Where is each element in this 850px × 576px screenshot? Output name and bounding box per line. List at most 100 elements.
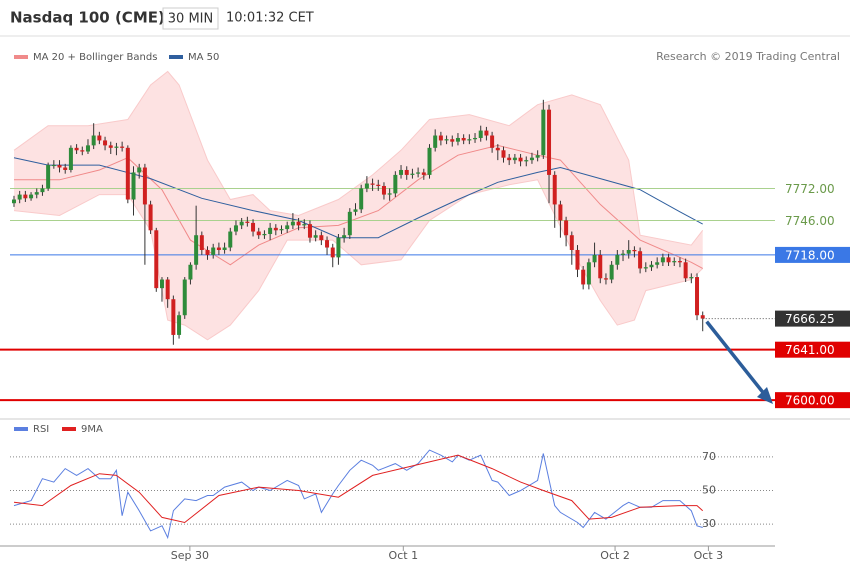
candle-body [518, 157, 523, 162]
legend-swatch [62, 427, 76, 431]
candle-body [85, 145, 90, 152]
candle-body [325, 240, 330, 248]
candle-body [319, 235, 324, 241]
candle-body [347, 211, 352, 236]
candle-body [40, 188, 45, 193]
candle-body [450, 139, 455, 142]
ma-line [13, 157, 703, 239]
legend-label: MA 50 [188, 52, 219, 63]
level-label: 7600.00 [785, 394, 835, 408]
candle-body [34, 192, 39, 195]
candle-body [165, 279, 170, 300]
legend-swatch [14, 427, 28, 431]
x-tick-label: Sep 30 [171, 549, 209, 562]
candle-body [154, 230, 159, 289]
legend-label: 9MA [81, 424, 103, 435]
candle-body [262, 233, 267, 236]
level-label: 7746.00 [785, 214, 835, 228]
candle-body [683, 262, 688, 279]
arrow-head [757, 387, 773, 404]
x-tick-label: Oct 2 [600, 549, 630, 562]
candle-body [177, 315, 182, 335]
candle-body [285, 225, 290, 230]
candle-body [125, 147, 130, 200]
candle-body [222, 247, 227, 250]
rsi-line [13, 454, 704, 524]
candle-body [461, 137, 466, 141]
candle-body [638, 251, 643, 269]
candle-body [131, 172, 136, 200]
candle-body [438, 135, 443, 141]
candle-body [307, 224, 312, 238]
candle-body [148, 204, 153, 231]
candle-body [57, 165, 62, 168]
candle-body [455, 137, 460, 142]
candle-body [416, 172, 421, 174]
level-label-box [775, 246, 850, 263]
candle-body [643, 267, 648, 269]
candle-body [256, 231, 261, 236]
candle-body [666, 257, 671, 263]
candle-body [108, 145, 113, 148]
candle-body [74, 147, 79, 151]
last-price-label: 7666.25 [785, 312, 835, 326]
candle-body [228, 231, 233, 248]
candle-body [695, 277, 700, 316]
candle-body [137, 167, 142, 173]
candle-body [80, 150, 85, 152]
rsi-line [13, 449, 703, 540]
candle-body [700, 315, 705, 319]
x-tick-label: Oct 1 [389, 549, 419, 562]
candle-body [370, 183, 375, 185]
candle-body [142, 167, 147, 205]
candle-body [490, 135, 495, 148]
interval-box[interactable] [162, 7, 219, 30]
candle-body [46, 165, 51, 189]
candle-body [188, 264, 193, 280]
instrument-title: Nasdaq 100 (CME) [10, 9, 165, 27]
candle-body [387, 193, 392, 195]
level-label: 7772.00 [785, 182, 835, 196]
candle-body [205, 249, 210, 255]
candle-body [11, 199, 16, 204]
candle-body [273, 227, 278, 231]
candle-body [626, 249, 631, 254]
candle-body [552, 174, 557, 205]
candle-body [535, 155, 540, 158]
candle-body [677, 261, 682, 263]
candle-body [586, 262, 591, 285]
candle-body [302, 224, 307, 226]
candle-body [159, 279, 164, 289]
candle-body [501, 150, 506, 158]
interval[interactable]: 30 MIN [168, 12, 213, 27]
candle-body [473, 137, 478, 140]
bollinger-upper [13, 70, 704, 246]
candle-body [342, 235, 347, 238]
candle-body [211, 247, 216, 255]
y-tick-label: 30 [702, 517, 716, 530]
candle-body [353, 209, 358, 212]
x-tick-label: Oct 3 [694, 549, 724, 562]
bollinger-band [14, 71, 703, 340]
candle-body [376, 184, 381, 186]
last-price-box [775, 310, 850, 327]
projection-arrow [705, 320, 767, 397]
candle-body [524, 160, 529, 162]
candle-body [251, 222, 256, 232]
legend-swatch [169, 55, 183, 59]
level-label: 7718.00 [785, 248, 835, 262]
candle-body [421, 172, 426, 175]
candle-body [632, 249, 637, 252]
candle-body [598, 254, 603, 279]
candle-body [689, 277, 694, 279]
candle-body [393, 174, 398, 194]
candle-body [359, 188, 364, 210]
legend-label: MA 20 + Bollinger Bands [33, 52, 157, 63]
candle-body [569, 235, 574, 250]
candle-body [507, 157, 512, 161]
candle-body [239, 221, 244, 226]
candle-body [410, 173, 415, 175]
time: 10:01:32 CET [226, 11, 314, 26]
candle-body [68, 147, 73, 170]
